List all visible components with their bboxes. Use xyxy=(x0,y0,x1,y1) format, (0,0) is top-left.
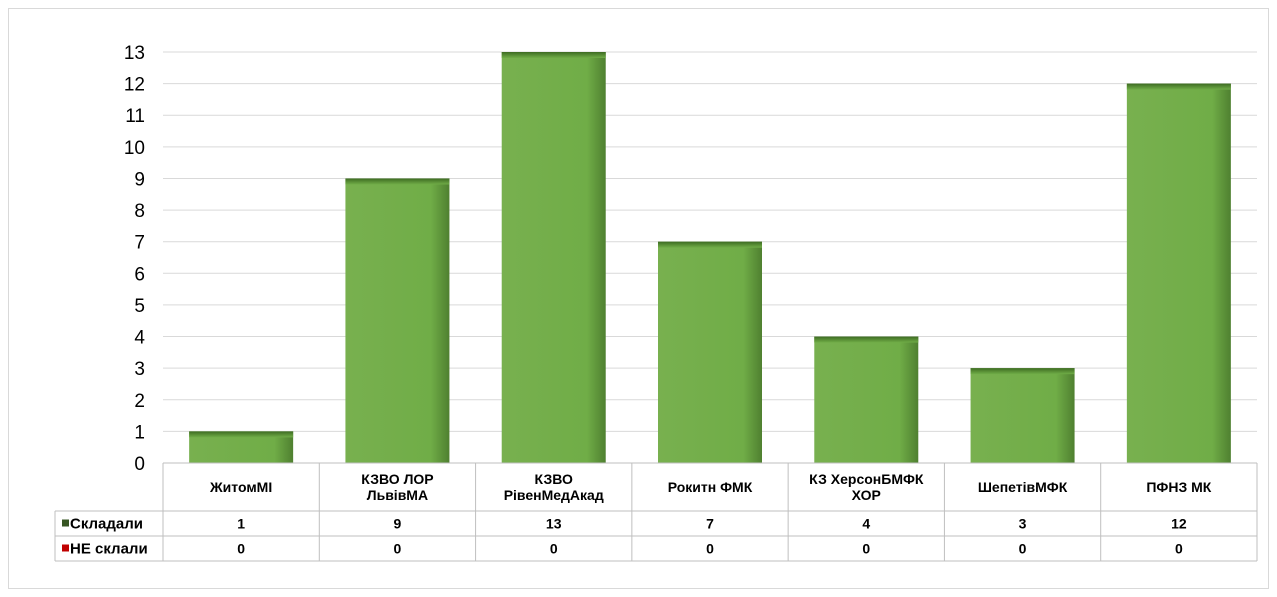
y-tick-label: 5 xyxy=(134,296,145,317)
y-tick-label: 6 xyxy=(134,264,145,285)
y-tick-label: 3 xyxy=(134,359,145,380)
bars xyxy=(189,52,1231,463)
data-label: 0 xyxy=(394,541,402,557)
data-label: 9 xyxy=(394,516,402,532)
data-label: 0 xyxy=(1019,541,1027,557)
category-label: КЗВО ЛОР xyxy=(361,471,433,487)
y-tick-label: 12 xyxy=(124,75,145,96)
bar-top-bevel xyxy=(970,368,1075,375)
y-tick-label: 1 xyxy=(134,422,145,443)
y-tick-label: 4 xyxy=(134,328,145,349)
bar-top-bevel xyxy=(1126,83,1231,90)
bar-1 xyxy=(189,431,294,463)
bar-7 xyxy=(1126,83,1231,463)
data-label: 0 xyxy=(862,541,870,557)
bar-body xyxy=(501,52,606,463)
data-label: 7 xyxy=(706,516,714,532)
data-label: 0 xyxy=(550,541,558,557)
data-label: 0 xyxy=(237,541,245,557)
legend-key xyxy=(62,544,69,552)
bar-body xyxy=(658,241,762,463)
y-tick-label: 7 xyxy=(134,233,145,254)
data-label: 12 xyxy=(1171,516,1187,532)
category-label: ПФНЗ МК xyxy=(1146,479,1211,495)
category-label: ЖитомМІ xyxy=(209,479,272,495)
bar-top-bevel xyxy=(658,241,762,248)
bar-top-bevel xyxy=(814,336,919,343)
category-label: КЗВО xyxy=(534,471,573,487)
series-label: НЕ склали xyxy=(70,541,148,558)
chart-frame xyxy=(8,8,1269,589)
y-tick-label: 0 xyxy=(134,454,145,475)
bar-6 xyxy=(970,368,1075,463)
bar-top-bevel xyxy=(501,52,606,58)
bar-body xyxy=(345,178,450,463)
data-label: 1 xyxy=(237,516,245,532)
bar-4 xyxy=(658,241,762,463)
bar-top-bevel xyxy=(189,431,294,438)
bar-2 xyxy=(345,178,450,463)
category-label: ХОР xyxy=(852,487,881,503)
bar-5 xyxy=(814,336,919,463)
bar-3 xyxy=(501,52,606,463)
data-label: 0 xyxy=(706,541,714,557)
bar-body xyxy=(1126,83,1231,463)
category-label: РівенМедАкад xyxy=(504,487,604,503)
category-label: ШепетівМФК xyxy=(978,479,1068,495)
legend-key xyxy=(62,519,69,527)
y-tick-label: 11 xyxy=(125,106,145,127)
y-tick-label: 13 xyxy=(124,43,145,64)
category-label: ЛьвівМА xyxy=(367,487,428,503)
bar-body xyxy=(970,368,1075,463)
data-label: 0 xyxy=(1175,541,1183,557)
data-label: 13 xyxy=(546,516,562,532)
category-label: КЗ ХерсонБМФК xyxy=(809,471,924,487)
gridlines xyxy=(163,51,1257,432)
category-label: Рокитн ФМК xyxy=(668,479,753,495)
data-label: 3 xyxy=(1019,516,1027,532)
bar-body xyxy=(814,336,919,463)
y-tick-label: 8 xyxy=(134,201,145,222)
y-tick-label: 2 xyxy=(134,391,145,412)
y-tick-label: 9 xyxy=(134,169,145,190)
data-label: 4 xyxy=(862,516,870,532)
bar-top-bevel xyxy=(345,178,450,185)
series-label: Складали xyxy=(70,516,143,533)
y-tick-label: 10 xyxy=(124,138,145,159)
